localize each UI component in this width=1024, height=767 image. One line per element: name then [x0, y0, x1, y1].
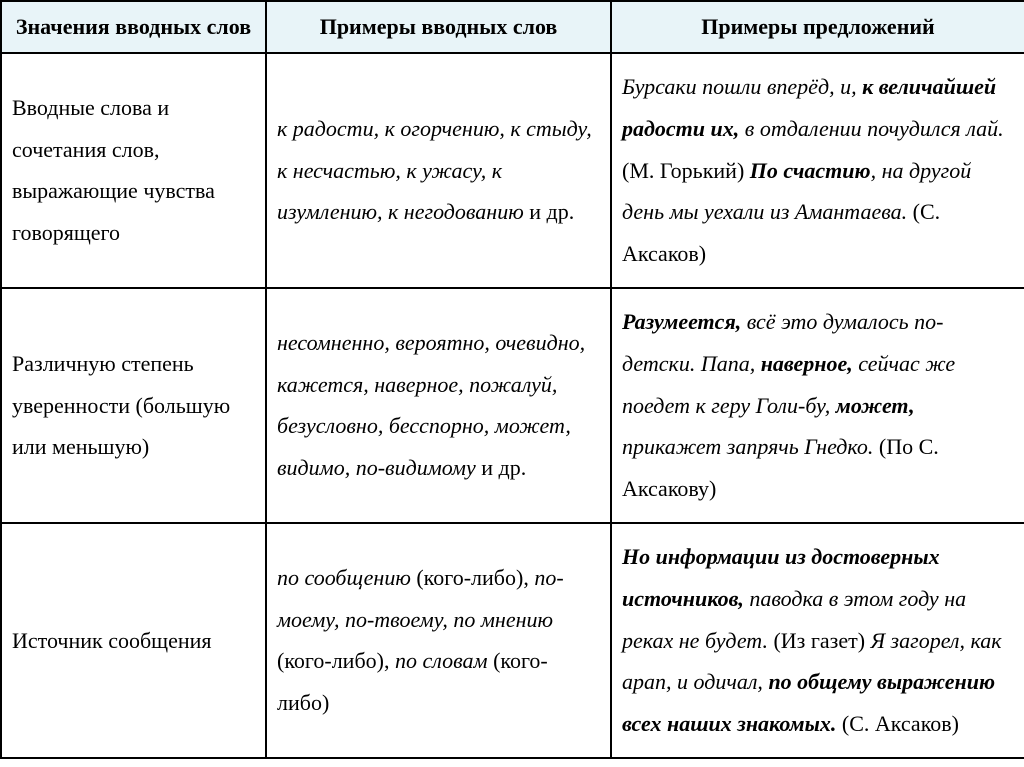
header-meaning: Значения вводных слов	[1, 1, 266, 53]
cell-examples: к радости, к огорчению, к стыду, к несча…	[266, 53, 611, 288]
cell-meaning: Вводные слова и сочетания слов, выражающ…	[1, 53, 266, 288]
header-sentences: Примеры предложений	[611, 1, 1024, 53]
table-row: Вводные слова и сочетания слов, выражающ…	[1, 53, 1024, 288]
intro-words-table: Значения вводных слов Примеры вводных сл…	[0, 0, 1024, 759]
cell-sentences: Бурсаки пошли вперёд, и, к величайшей ра…	[611, 53, 1024, 288]
cell-examples: по сообщению (кого-либо), по-моему, по-т…	[266, 523, 611, 758]
table-row: Источник сообщенияпо сообщению (кого-либ…	[1, 523, 1024, 758]
table-header-row: Значения вводных слов Примеры вводных сл…	[1, 1, 1024, 53]
cell-examples: несомненно, вероятно, очевидно, кажется,…	[266, 288, 611, 523]
cell-sentences: Но информации из достоверных источников,…	[611, 523, 1024, 758]
table-body: Вводные слова и сочетания слов, выражающ…	[1, 53, 1024, 758]
header-examples: Примеры вводных слов	[266, 1, 611, 53]
cell-sentences: Разумеется, всё это думалось по-детски. …	[611, 288, 1024, 523]
cell-meaning: Источник сообщения	[1, 523, 266, 758]
table-row: Различную степень уверенности (большую и…	[1, 288, 1024, 523]
cell-meaning: Различную степень уверенности (большую и…	[1, 288, 266, 523]
table-header: Значения вводных слов Примеры вводных сл…	[1, 1, 1024, 53]
